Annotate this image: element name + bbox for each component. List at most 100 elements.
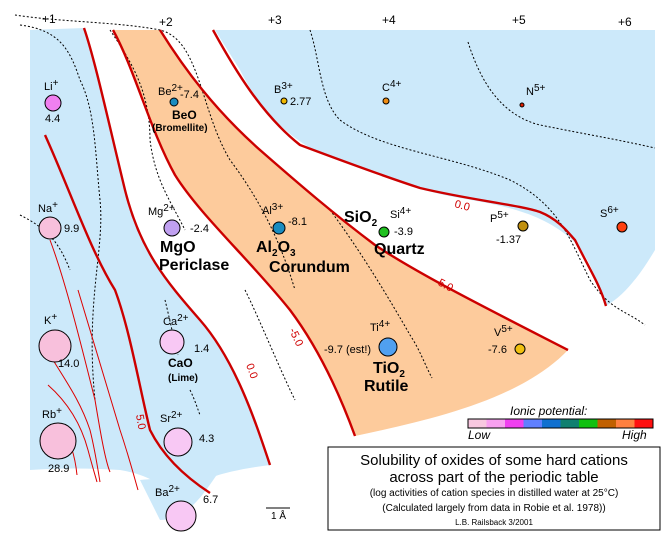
- mineral-cao-formula: CaO: [168, 356, 193, 370]
- ion-size-circle: [272, 221, 286, 235]
- right-blue-region: [215, 30, 655, 306]
- mineral-al2o3-name: Corundum: [269, 259, 350, 276]
- ion-size-circle: [38, 329, 72, 363]
- ion-symbol: K+: [44, 312, 57, 327]
- cation-al: Al3+ -8.1: [262, 202, 307, 235]
- ion-log-activity: -7.6: [488, 344, 507, 356]
- ion-log-activity: -2.4: [190, 223, 209, 235]
- cation-sr: Sr2+ 4.3: [160, 410, 214, 457]
- legend-swatch: [542, 419, 561, 428]
- ion-symbol: Li+: [44, 78, 59, 93]
- mineral-mgo-name: Periclase: [159, 257, 229, 274]
- title-line-2: across part of the periodic table: [389, 469, 598, 486]
- contour-0-right: [211, 29, 608, 307]
- cation-be: Be2+-7.4: [158, 83, 199, 107]
- ion-log-activity: -9.7 (est!): [324, 344, 371, 356]
- contour-orange-left: [111, 29, 357, 437]
- dotted-contour: [19, 24, 102, 401]
- mineral-tio2-formula: TiO2: [373, 360, 405, 380]
- ion-symbol: Mg2+: [148, 203, 175, 218]
- ion-size-circle: [280, 97, 288, 105]
- ion-size-circle: [39, 422, 77, 460]
- group-header: +5: [512, 13, 526, 27]
- mineral-sio2-formula: SiO2: [344, 209, 378, 229]
- cation-c: C4+: [382, 79, 402, 105]
- legend-swatch: [523, 419, 543, 428]
- dotted-contour: [309, 29, 646, 326]
- ion-symbol: Al3+: [262, 202, 283, 217]
- contour-label: 0.0: [453, 198, 471, 214]
- ion-symbol: Rb+: [42, 406, 62, 421]
- legend-bar-outline: [467, 418, 654, 429]
- cation-na: Na+ 9.9: [38, 200, 79, 240]
- ion-log-activity: 2.77: [290, 96, 311, 108]
- title-credit: L.B. Railsback 3/2001: [455, 518, 533, 527]
- cation-ba: Ba2+ 6.7: [155, 484, 218, 532]
- legend-swatch: [486, 419, 506, 428]
- ion-symbol: Na+: [38, 200, 58, 215]
- cation-v: V5+ -7.6: [488, 324, 526, 356]
- ion-log-activity: 4.3: [199, 433, 214, 445]
- contour-label: 5.0: [133, 413, 147, 430]
- group-header: +6: [618, 15, 632, 29]
- dotted-contour: [14, 14, 296, 291]
- ion-size-circle: [616, 221, 628, 233]
- ion-size-circle: [378, 337, 398, 357]
- left-blue-lower: [140, 470, 220, 520]
- legend-swatch: [579, 419, 598, 428]
- ion-log-activity: 9.9: [64, 223, 79, 235]
- ion-size-circle: [44, 94, 62, 112]
- dotted-contour: [109, 29, 186, 231]
- ion-symbol: Ca2+: [163, 313, 189, 328]
- ion-log-activity: 6.7: [203, 494, 218, 506]
- legend-swatch: [616, 419, 635, 428]
- title-box: [327, 446, 661, 531]
- contour-5-left: [43, 134, 211, 495]
- group-header: +2: [159, 15, 173, 29]
- group-header: +4: [382, 13, 396, 27]
- dotted-contour: [244, 289, 296, 401]
- ion-size-circle: [378, 226, 390, 238]
- contour-orange-right: [158, 29, 569, 352]
- cation-ti: Ti4+ -9.7 (est!): [324, 319, 398, 357]
- ion-symbol: Be2+: [158, 83, 183, 98]
- corundum-band: [113, 30, 568, 436]
- ion-symbol: S6+: [600, 205, 619, 220]
- cation-si: Si4+ -3.9: [378, 206, 413, 238]
- ion-size-circle: [163, 219, 181, 237]
- cation-n: N5+: [519, 83, 546, 108]
- legend-high: High: [622, 428, 647, 442]
- ion-symbol: Ba2+: [155, 484, 180, 499]
- ion-size-circle: [169, 97, 179, 107]
- thin-contour: [47, 384, 98, 483]
- group-header: +1: [42, 12, 56, 26]
- legend-swatch: [505, 419, 524, 428]
- ion-symbol: C4+: [382, 79, 402, 94]
- ion-log-activity: 4.4: [45, 113, 60, 125]
- mineral-sio2-name: Quartz: [374, 241, 425, 258]
- cation-s: S6+: [600, 205, 628, 233]
- ion-size-circle: [514, 343, 526, 355]
- ion-size-circle: [165, 500, 197, 532]
- cation-li: Li+ 4.4: [44, 78, 62, 125]
- legend-swatch: [634, 419, 654, 428]
- ion-symbol: B3+: [274, 81, 293, 96]
- title-line-1: Solubility of oxides of some hard cation…: [360, 452, 628, 469]
- cation-b: B3+2.77: [274, 81, 311, 108]
- title-line-4: (Calculated largely from data in Robie e…: [382, 503, 605, 514]
- cation-ca: Ca2+ 1.4: [159, 313, 209, 355]
- ion-size-circle: [519, 102, 525, 108]
- ion-log-activity: 14.0: [58, 358, 79, 370]
- thin-contour: [77, 289, 139, 491]
- ion-log-activity: 28.9: [48, 463, 69, 475]
- mineral-tio2-name: Rutile: [364, 378, 409, 395]
- scale-label: 1 Å: [271, 509, 286, 522]
- dotted-contour: [189, 389, 201, 416]
- contour-label: 0.0: [243, 362, 260, 380]
- cation-mg: Mg2+ -2.4: [148, 203, 209, 237]
- legend-swatch: [597, 419, 617, 428]
- mineral-beo-formula: BeO: [172, 108, 197, 122]
- cation-rb: Rb+ 28.9: [39, 406, 77, 475]
- ion-log-activity: -8.1: [288, 216, 307, 228]
